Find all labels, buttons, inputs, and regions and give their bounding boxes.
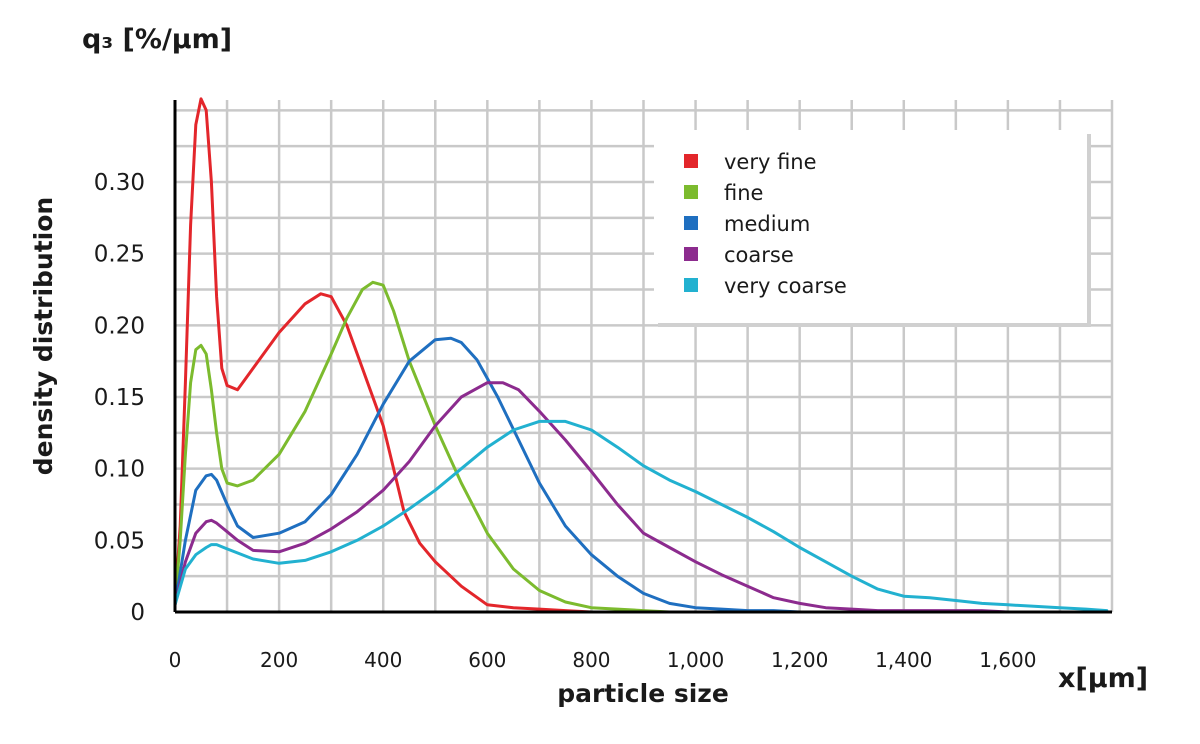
legend: very fine fine medium coarse very coarse <box>654 130 1091 327</box>
x-tick-labels: 0 200 400 600 800 1,000 1,200 1,400 1,600 <box>169 648 1037 672</box>
x-tick-label: 1,000 <box>667 648 724 672</box>
legend-background <box>654 130 1087 323</box>
legend-label-very-coarse: very coarse <box>724 274 847 298</box>
y-tick-label: 0 <box>130 600 145 626</box>
y-unit-label: q₃ [%/µm] <box>82 24 232 55</box>
legend-label-fine: fine <box>724 181 763 205</box>
x-tick-label: 200 <box>260 648 298 672</box>
legend-swatch-medium <box>684 216 698 230</box>
series-line-fine <box>173 280 677 614</box>
y-tick-label: 0.25 <box>94 242 145 268</box>
series-line-coarse <box>173 381 1010 614</box>
legend-label-coarse: coarse <box>724 243 794 267</box>
x-tick-label: 400 <box>364 648 402 672</box>
series-line-medium <box>173 336 802 614</box>
series-lines <box>173 97 1109 614</box>
legend-swatch-very-coarse <box>684 278 698 292</box>
x-tick-label: 1,200 <box>771 648 828 672</box>
legend-swatch-very-fine <box>684 154 698 168</box>
x-tick-label: 0 <box>169 648 182 672</box>
series-line-very-fine <box>173 97 593 614</box>
x-axis-title: particle size <box>557 679 729 708</box>
series-line-very-coarse <box>173 419 1109 613</box>
x-tick-label: 600 <box>468 648 506 672</box>
legend-swatch-coarse <box>684 247 698 261</box>
x-tick-label: 800 <box>572 648 610 672</box>
x-unit-label: x[µm] <box>1058 663 1148 694</box>
legend-label-very-fine: very fine <box>724 150 817 174</box>
y-axis-title: density distribution <box>29 197 58 475</box>
y-tick-labels: 0 0.05 0.10 0.15 0.20 0.25 0.30 <box>94 170 145 626</box>
legend-swatch-fine <box>684 185 698 199</box>
y-tick-label: 0.10 <box>94 457 145 483</box>
legend-label-medium: medium <box>724 212 810 236</box>
x-tick-label: 1,600 <box>979 648 1036 672</box>
y-tick-label: 0.05 <box>94 528 145 554</box>
axes <box>173 100 1112 614</box>
y-tick-label: 0.20 <box>94 313 145 339</box>
y-tick-label: 0.30 <box>94 170 145 196</box>
x-tick-label: 1,400 <box>875 648 932 672</box>
y-tick-label: 0.15 <box>94 385 145 411</box>
